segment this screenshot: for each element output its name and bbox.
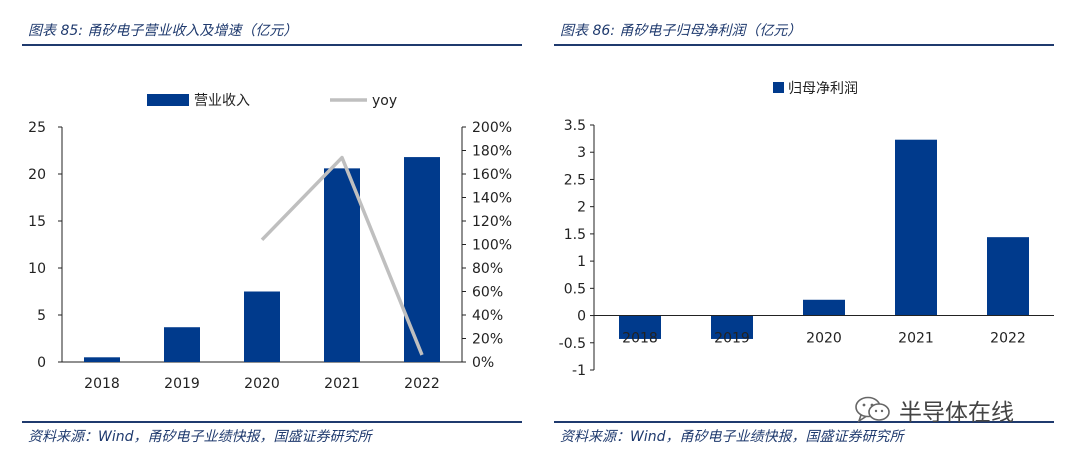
x-tick-label: 2022 bbox=[990, 331, 1026, 347]
source-rule bbox=[22, 421, 522, 423]
revenue-chart: 0 5 10 15 20 25 0% 20% 40% 60% 80% 100% 120% 140% 160%… bbox=[28, 93, 512, 392]
y-tick-label: 0.5 bbox=[564, 281, 586, 297]
y-left-tick-label: 15 bbox=[28, 214, 46, 230]
y-tick-label: 1 bbox=[577, 254, 586, 270]
net-profit-chart-panel: 图表 86: 甬矽电子归母净利润（亿元） -1 -0.5 0 0.5 1 1.5 2 2.5 3… bbox=[554, 0, 1074, 458]
legend-label: 归母净利润 bbox=[788, 80, 858, 97]
bar bbox=[324, 168, 360, 362]
y-right-tick-label: 140% bbox=[472, 191, 512, 207]
bar bbox=[404, 157, 440, 362]
y-tick-label: 1.5 bbox=[564, 227, 586, 243]
x-tick-label: 2020 bbox=[244, 376, 280, 392]
legend-label: 营业收入 bbox=[194, 93, 250, 109]
bar bbox=[987, 237, 1029, 316]
y-left-tick-label: 5 bbox=[37, 308, 46, 324]
y-right-tick-label: 160% bbox=[472, 167, 512, 183]
y-tick-label: 3 bbox=[577, 145, 586, 161]
y-right-tick-label: 100% bbox=[472, 238, 512, 254]
bar bbox=[711, 315, 753, 339]
bar bbox=[84, 357, 120, 362]
watermark-text: 半导体在线 bbox=[899, 400, 1014, 426]
y-right-tick-label: 80% bbox=[472, 261, 503, 277]
legend-swatch-revenue bbox=[147, 94, 189, 106]
y-tick-label: 3.5 bbox=[564, 118, 586, 134]
title-rule bbox=[22, 44, 522, 46]
y-left-tick-label: 25 bbox=[28, 120, 46, 136]
y-right-tick-label: 60% bbox=[472, 285, 503, 301]
x-tick-label: 2021 bbox=[324, 376, 360, 392]
x-tick-label: 2018 bbox=[622, 331, 658, 347]
y-tick-label: 0 bbox=[577, 309, 586, 325]
legend-swatch-net-profit bbox=[773, 82, 784, 93]
y-tick-label: -1 bbox=[572, 363, 586, 379]
bar bbox=[244, 291, 280, 362]
bar bbox=[895, 139, 937, 316]
wechat-icon bbox=[855, 396, 891, 424]
y-right-tick-label: 120% bbox=[472, 214, 512, 230]
x-tick-label: 2019 bbox=[164, 376, 200, 392]
y-tick-label: -0.5 bbox=[559, 336, 586, 352]
revenue-chart-panel: 图表 85: 甬矽电子营业收入及增速（亿元） 0 5 10 15 20 25 0% 20% 40… bbox=[22, 0, 542, 458]
y-tick-label: 2 bbox=[577, 200, 586, 216]
y-right-tick-label: 200% bbox=[472, 120, 512, 136]
x-tick-label: 2021 bbox=[898, 331, 934, 347]
bar bbox=[619, 315, 661, 339]
source-note: 资料来源：Wind，甬矽电子业绩快报，国盛证券研究所 bbox=[28, 429, 372, 445]
x-tick-label: 2022 bbox=[404, 376, 440, 392]
yoy-line bbox=[260, 155, 424, 356]
title-rule bbox=[554, 44, 1054, 46]
watermark: 半导体在线 bbox=[855, 393, 1014, 427]
x-tick-label: 2020 bbox=[806, 331, 842, 347]
source-note: 资料来源：Wind，甬矽电子业绩快报，国盛证券研究所 bbox=[560, 429, 904, 445]
y-left-tick-label: 20 bbox=[28, 167, 46, 183]
legend-label: yoy bbox=[372, 93, 397, 109]
bar bbox=[803, 299, 845, 316]
figure-title: 图表 86: 甬矽电子归母净利润（亿元） bbox=[560, 23, 802, 39]
y-right-tick-label: 0% bbox=[472, 355, 494, 371]
net-profit-chart: -1 -0.5 0 0.5 1 1.5 2 2.5 3 3.5 2018 2019 2020 2021 20… bbox=[559, 80, 1054, 379]
y-left-tick-label: 10 bbox=[28, 261, 46, 277]
y-tick-label: 2.5 bbox=[564, 172, 586, 188]
figure-title: 图表 85: 甬矽电子营业收入及增速（亿元） bbox=[28, 23, 298, 39]
y-right-tick-label: 20% bbox=[472, 332, 503, 348]
y-right-tick-label: 40% bbox=[472, 308, 503, 324]
y-left-tick-label: 0 bbox=[37, 355, 46, 371]
x-tick-label: 2019 bbox=[714, 331, 750, 347]
y-right-tick-label: 180% bbox=[472, 144, 512, 160]
bar bbox=[164, 327, 200, 362]
source-rule bbox=[554, 421, 1054, 423]
x-tick-label: 2018 bbox=[84, 376, 120, 392]
